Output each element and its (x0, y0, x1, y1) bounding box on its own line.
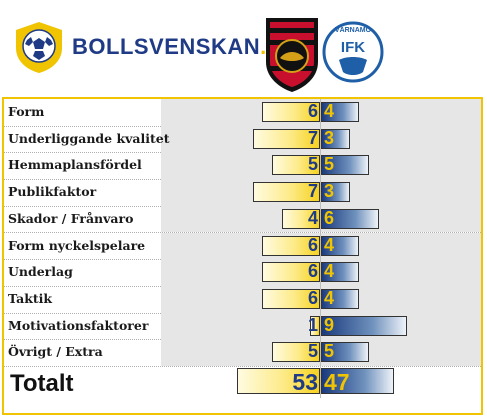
away-score: 5 (324, 341, 335, 362)
center-divider (320, 205, 321, 233)
home-score: 7 (307, 181, 318, 202)
center-divider (320, 339, 321, 366)
home-score: 5 (307, 154, 318, 175)
header: BOLLSVENSKAN.SE VÄRNAMO IFK (0, 0, 487, 97)
home-total-bar (237, 368, 320, 394)
home-score-bar (252, 182, 320, 203)
center-divider (320, 179, 321, 206)
home-score: 6 (307, 287, 318, 308)
row-label: Motivationsfaktorer (8, 317, 149, 333)
home-score-bar (272, 155, 320, 176)
home-score: 6 (307, 234, 318, 255)
home-score-bar (272, 342, 320, 363)
center-divider (320, 259, 321, 286)
home-score-bar (262, 262, 320, 283)
away-score-bar (321, 315, 408, 336)
away-total-bar (321, 368, 395, 394)
row-label: Taktik (8, 290, 53, 306)
away-score: 5 (324, 154, 335, 175)
away-score: 4 (324, 261, 335, 282)
center-divider (320, 285, 321, 313)
table-row: Underlag 6 4 (4, 259, 481, 287)
row-label: Underliggande kvalitet (8, 130, 170, 146)
away-score-bar (321, 208, 379, 229)
brand-name: BOLLSVENSKAN (72, 34, 261, 59)
home-score: 1 (307, 314, 318, 335)
home-score-bar (252, 128, 320, 149)
row-label: Övrigt / Extra (8, 344, 103, 360)
football-shield-logo-icon (16, 22, 62, 73)
home-score-bar (310, 315, 320, 336)
home-score: 6 (307, 261, 318, 282)
table-row: Form nyckelspelare 6 4 (4, 232, 481, 261)
away-score: 9 (324, 314, 335, 335)
row-label: Hemmaplansfördel (8, 157, 142, 173)
row-label: Skador / Frånvaro (8, 210, 134, 226)
away-score: 4 (324, 287, 335, 308)
crest-text: IFK (341, 39, 365, 56)
table-row: Hemmaplansfördel 5 5 (4, 152, 481, 181)
away-score-bar (321, 155, 369, 176)
home-score: 6 (307, 101, 318, 121)
row-label: Form (8, 104, 45, 119)
center-divider (320, 99, 321, 126)
comparison-table: Form 6 4 Underliggande kvalitet 7 3 Hemmaplans… (2, 97, 483, 415)
table-row: Motivationsfaktorer 1 9 (4, 312, 481, 341)
away-score-bar (321, 128, 350, 149)
total-label: Totalt (10, 370, 74, 397)
table-row: Publikfaktor 7 3 (4, 179, 481, 207)
away-score-bar (321, 182, 350, 203)
home-score-bar (262, 235, 320, 256)
table-row: Form 6 4 (4, 99, 481, 127)
center-divider (320, 366, 321, 398)
away-score-bar (321, 288, 360, 309)
row-label: Form nyckelspelare (8, 237, 146, 253)
away-total: 47 (324, 369, 350, 395)
home-score-bar (281, 208, 320, 229)
home-score: 4 (307, 207, 318, 228)
row-label: Underlag (8, 264, 73, 280)
away-score-bar (321, 102, 360, 122)
ifk-varnamo-crest-icon: VÄRNAMO IFK (322, 21, 384, 83)
table-row: Underliggande kvalitet 7 3 (4, 125, 481, 154)
center-divider (320, 232, 321, 260)
table-row: Taktik 6 4 (4, 285, 481, 314)
center-divider (320, 125, 321, 153)
home-total: 53 (292, 369, 318, 395)
table-row: Övrigt / Extra 5 5 (4, 339, 481, 367)
home-score: 7 (307, 127, 318, 148)
brommapojkarna-crest-icon (266, 18, 318, 92)
away-score: 4 (324, 101, 335, 121)
away-score-bar (321, 262, 360, 283)
away-score: 3 (324, 127, 335, 148)
row-label: Publikfaktor (8, 184, 97, 200)
away-score-bar (321, 342, 369, 363)
away-score: 4 (324, 234, 335, 255)
center-divider (320, 152, 321, 180)
away-score: 6 (324, 207, 335, 228)
home-score-bar (262, 288, 320, 309)
center-divider (320, 312, 321, 340)
crest-arc-text: VÄRNAMO (335, 26, 372, 34)
total-row: Totalt 53 47 (4, 366, 481, 398)
home-score-bar (262, 102, 320, 122)
away-score-bar (321, 235, 360, 256)
away-score: 3 (324, 181, 335, 202)
table-row: Skador / Frånvaro 4 6 (4, 205, 481, 234)
home-score: 5 (307, 341, 318, 362)
